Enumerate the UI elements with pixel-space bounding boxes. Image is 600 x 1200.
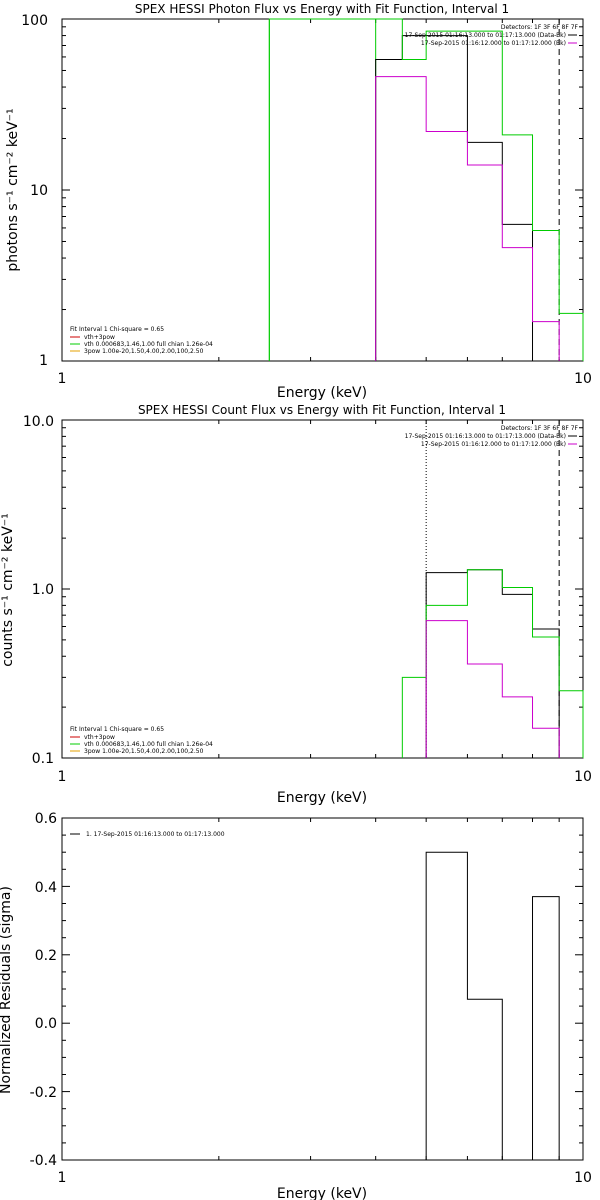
panel3-ytick-0.0: 0.0 bbox=[35, 1016, 57, 1032]
panel2-info-detectors: Detectors: 1F 3F 6F 8F 7F bbox=[501, 425, 579, 432]
panel2-ylabel: counts s⁻¹ cm⁻² keV⁻¹ bbox=[0, 513, 16, 667]
panel2-ytick-0.1: 0.1 bbox=[32, 751, 54, 767]
photon-flux-panel: SPEX HESSI Photon Flux vs Energy with Fi… bbox=[5, 2, 592, 401]
count-flux-panel: SPEX HESSI Count Flux vs Energy with Fit… bbox=[0, 403, 592, 806]
panel3-xtick-1: 1 bbox=[58, 1170, 67, 1186]
panel1-ytick-1: 1 bbox=[39, 353, 48, 369]
panel2-fit-3pow: 3pow 1.00e-20,1.50,4.00,2.00,100,2.50 bbox=[84, 748, 204, 755]
panel2-xtick-10: 10 bbox=[574, 769, 592, 785]
panel1-info-data-bk: 17-Sep-2015 01:16:13.000 to 01:17:13.000… bbox=[405, 32, 566, 39]
panel2-fit-vth: vth 0.000683,1.46,1.00 full chian 1.26e-… bbox=[84, 741, 213, 748]
panel2-ytick-1.0: 1.0 bbox=[32, 582, 54, 598]
panel3-ytick-0.4: 0.4 bbox=[35, 880, 57, 896]
panel1-fit-vth: vth 0.000683,1.46,1.00 full chian 1.26e-… bbox=[84, 341, 213, 348]
panel2-fit-interval: Fit Interval 1 Chi-square = 0.65 bbox=[70, 726, 164, 733]
panel2-ytick-10.0: 10.0 bbox=[23, 414, 54, 430]
panel1-fit-3pow: 3pow 1.00e-20,1.50,4.00,2.00,100,2.50 bbox=[84, 348, 204, 355]
panel3-ytick-0.6: 0.6 bbox=[35, 811, 57, 827]
histogram-series-3 bbox=[425, 620, 560, 758]
panel3-xtick-10: 10 bbox=[574, 1170, 592, 1186]
panel1-xlabel: Energy (keV) bbox=[277, 385, 367, 401]
panel1-xtick-10: 10 bbox=[574, 371, 592, 387]
panel1-fit-interval: Fit Interval 1 Chi-square = 0.65 bbox=[70, 326, 164, 333]
panel3-ytick-neg0.4: -0.4 bbox=[30, 1153, 57, 1169]
panel2-fit-model: vth+3pow bbox=[84, 734, 115, 741]
panel3-xlabel: Energy (keV) bbox=[277, 1186, 367, 1200]
panel1-ytick-100: 100 bbox=[21, 13, 48, 29]
panel1-ytick-10: 10 bbox=[30, 183, 48, 199]
panel1-info-bk: 17-Sep-2015 01:16:12.000 to 01:17:12.000… bbox=[421, 40, 566, 47]
panel3-ytick-neg0.2: -0.2 bbox=[30, 1085, 57, 1101]
panel1-ylabel: photons s⁻¹ cm⁻² keV⁻¹ bbox=[5, 108, 21, 271]
panel3-ylabel: Normalized Residuals (sigma) bbox=[0, 886, 14, 1094]
panel1-frame bbox=[61, 18, 584, 362]
histogram-series-1 bbox=[425, 851, 560, 1161]
panel3-ytick-0.2: 0.2 bbox=[35, 948, 57, 964]
panel1-title: SPEX HESSI Photon Flux vs Energy with Fi… bbox=[135, 2, 509, 16]
histogram-series-2 bbox=[268, 18, 584, 361]
panel3-frame bbox=[61, 817, 584, 1161]
panel1-xtick-1: 1 bbox=[58, 371, 67, 387]
residuals-panel: -0.4 -0.2 0.0 0.2 0.4 0.6 1 10 Energy (k… bbox=[0, 811, 592, 1200]
panel3-legend-text: 1. 17-Sep-2015 01:16:13.000 to 01:17:13.… bbox=[86, 831, 225, 838]
panel1-fit-model: vth+3pow bbox=[84, 334, 115, 341]
panel2-xlabel: Energy (keV) bbox=[277, 790, 367, 806]
panel2-frame bbox=[61, 419, 584, 759]
histogram-series-1 bbox=[375, 35, 560, 362]
panel2-info-data-bk: 17-Sep-2015 01:16:13.000 to 01:17:13.000… bbox=[405, 433, 566, 440]
histogram-series-3 bbox=[375, 76, 560, 361]
panel2-xtick-1: 1 bbox=[58, 769, 67, 785]
panel2-info-bk: 17-Sep-2015 01:16:12.000 to 01:17:12.000… bbox=[421, 441, 566, 448]
panel2-title: SPEX HESSI Count Flux vs Energy with Fit… bbox=[138, 403, 506, 417]
panel1-info-detectors: Detectors: 1F 3F 6F 8F 7F bbox=[501, 24, 579, 31]
